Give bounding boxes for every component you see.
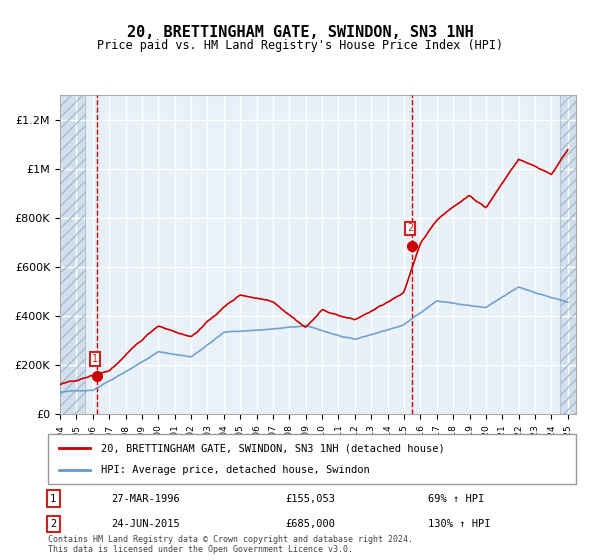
Text: 2: 2 [50,519,56,529]
Text: 1: 1 [50,493,56,503]
Text: 27-MAR-1996: 27-MAR-1996 [112,493,180,503]
Text: 20, BRETTINGHAM GATE, SWINDON, SN3 1NH: 20, BRETTINGHAM GATE, SWINDON, SN3 1NH [127,25,473,40]
FancyBboxPatch shape [48,434,576,484]
Text: HPI: Average price, detached house, Swindon: HPI: Average price, detached house, Swin… [101,465,370,475]
Bar [60,95,85,414]
Text: 20, BRETTINGHAM GATE, SWINDON, SN3 1NH (detached house): 20, BRETTINGHAM GATE, SWINDON, SN3 1NH (… [101,443,445,453]
Text: Price paid vs. HM Land Registry's House Price Index (HPI): Price paid vs. HM Land Registry's House … [97,39,503,52]
Text: £155,053: £155,053 [286,493,335,503]
Text: 130% ↑ HPI: 130% ↑ HPI [428,519,491,529]
Text: Contains HM Land Registry data © Crown copyright and database right 2024.
This d: Contains HM Land Registry data © Crown c… [48,535,413,554]
Text: 24-JUN-2015: 24-JUN-2015 [112,519,180,529]
Text: 1: 1 [92,353,98,363]
Bar [560,95,576,414]
Text: 2: 2 [407,223,413,234]
Bar [60,95,85,414]
Text: £685,000: £685,000 [286,519,335,529]
Text: 69% ↑ HPI: 69% ↑ HPI [428,493,484,503]
Bar [560,95,576,414]
